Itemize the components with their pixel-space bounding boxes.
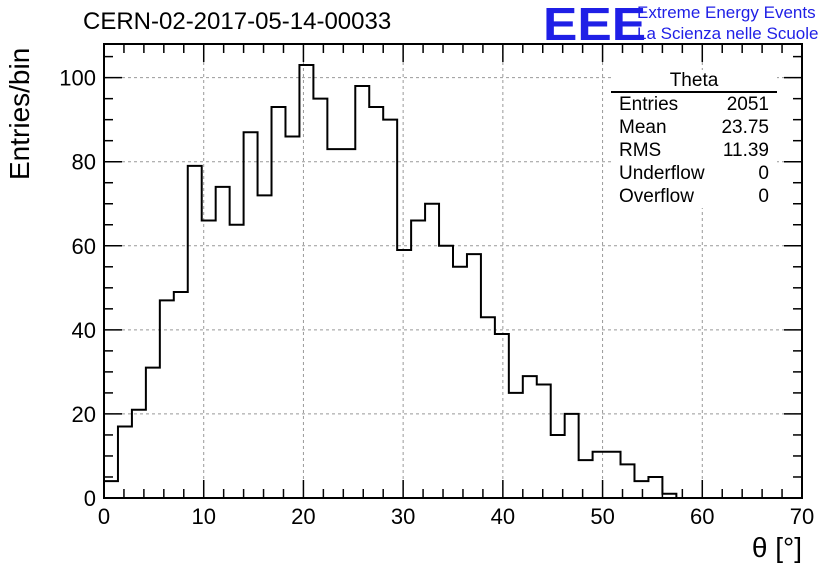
histogram-bin xyxy=(509,393,523,498)
histogram-bin xyxy=(481,317,495,498)
y-tick-label: 40 xyxy=(72,318,96,343)
histogram-bin xyxy=(341,149,355,498)
histogram-bin xyxy=(523,376,537,498)
histogram-bin xyxy=(258,195,272,498)
y-tick-label: 80 xyxy=(72,150,96,175)
histogram-bin xyxy=(495,334,509,498)
histogram-bars xyxy=(104,65,676,498)
histogram-bin xyxy=(579,460,593,498)
x-tick-label: 60 xyxy=(690,504,714,529)
histogram-bin xyxy=(216,187,230,498)
histogram-bin xyxy=(537,385,551,499)
histogram-bin xyxy=(272,107,286,498)
histogram-bin xyxy=(397,250,411,498)
x-tick-label: 30 xyxy=(391,504,415,529)
stats-label: RMS xyxy=(619,140,662,161)
histogram-bin xyxy=(607,452,621,498)
histogram-bin xyxy=(118,427,132,498)
histogram-bin xyxy=(299,65,313,498)
stats-title: Theta xyxy=(611,70,777,93)
histogram-bin xyxy=(188,166,202,498)
stats-row-underflow: Underflow 0 xyxy=(611,162,777,185)
histogram-bin xyxy=(467,254,481,498)
x-tick-label: 40 xyxy=(491,504,515,529)
histogram-bin xyxy=(634,481,648,498)
histogram-bin xyxy=(174,292,188,498)
histogram-bin xyxy=(593,452,607,498)
histogram-bin xyxy=(132,410,146,498)
histogram-bin xyxy=(230,225,244,498)
stats-value: 2051 xyxy=(726,94,769,115)
stats-value: 11.39 xyxy=(722,140,769,161)
stats-label: Overflow xyxy=(619,186,694,207)
histogram-bin xyxy=(439,246,453,498)
histogram-step-line xyxy=(103,64,802,499)
statistics-box: Theta Entries 2051 Mean 23.75 RMS 11.39 … xyxy=(611,70,777,208)
tick-labels: 0 10 20 30 40 50 60 70 0 20 40 60 80 100 xyxy=(59,66,814,529)
plot-border xyxy=(103,43,803,499)
histogram-bin xyxy=(104,481,118,498)
grid-lines xyxy=(104,44,802,498)
histogram-bin xyxy=(411,221,425,498)
stats-value: 0 xyxy=(758,186,769,207)
histogram-bin xyxy=(648,477,662,498)
stats-row-mean: Mean 23.75 xyxy=(611,116,777,139)
stats-row-overflow: Overflow 0 xyxy=(611,185,777,208)
histogram-bin xyxy=(285,136,299,498)
logo-subtitle-line1: Extreme Energy Events xyxy=(637,3,816,22)
stats-value: 23.75 xyxy=(721,117,769,138)
histogram-bin xyxy=(313,99,327,498)
x-tick-label: 70 xyxy=(790,504,814,529)
histogram-bin xyxy=(369,107,383,498)
plot-frame xyxy=(103,43,803,499)
x-axis-label: θ [°] xyxy=(751,532,802,563)
stats-row-rms: RMS 11.39 xyxy=(611,139,777,162)
histogram-bin xyxy=(244,132,258,498)
y-tick-label: 100 xyxy=(59,66,96,91)
histogram-bin xyxy=(565,414,579,498)
stats-label: Mean xyxy=(619,117,667,138)
chart-title: CERN-02-2017-05-14-00033 xyxy=(83,8,392,35)
histogram-bin xyxy=(355,86,369,498)
histogram-bin xyxy=(383,120,397,498)
histogram-outline xyxy=(103,64,802,499)
histogram-bin xyxy=(453,267,467,498)
y-tick-label: 60 xyxy=(72,234,96,259)
histogram-bin xyxy=(425,204,439,498)
y-axis-label: Entries/bin xyxy=(4,47,35,180)
stats-row-entries: Entries 2051 xyxy=(611,93,777,116)
y-tick-label: 0 xyxy=(84,486,96,511)
stats-label: Underflow xyxy=(619,163,705,184)
x-tick-label: 20 xyxy=(291,504,315,529)
logo-subtitle-line2: La Scienza nelle Scuole xyxy=(637,24,819,43)
stats-value: 0 xyxy=(758,163,769,184)
stats-label: Entries xyxy=(619,94,679,115)
axis-ticks xyxy=(103,44,803,499)
eee-logo: EEE xyxy=(543,0,647,50)
x-tick-label: 50 xyxy=(590,504,614,529)
y-tick-label: 20 xyxy=(72,402,96,427)
x-tick-label: 10 xyxy=(191,504,215,529)
histogram-bin xyxy=(551,435,565,498)
x-tick-label: 0 xyxy=(98,504,110,529)
histogram-bin xyxy=(327,149,341,498)
histogram-bin xyxy=(146,368,160,498)
